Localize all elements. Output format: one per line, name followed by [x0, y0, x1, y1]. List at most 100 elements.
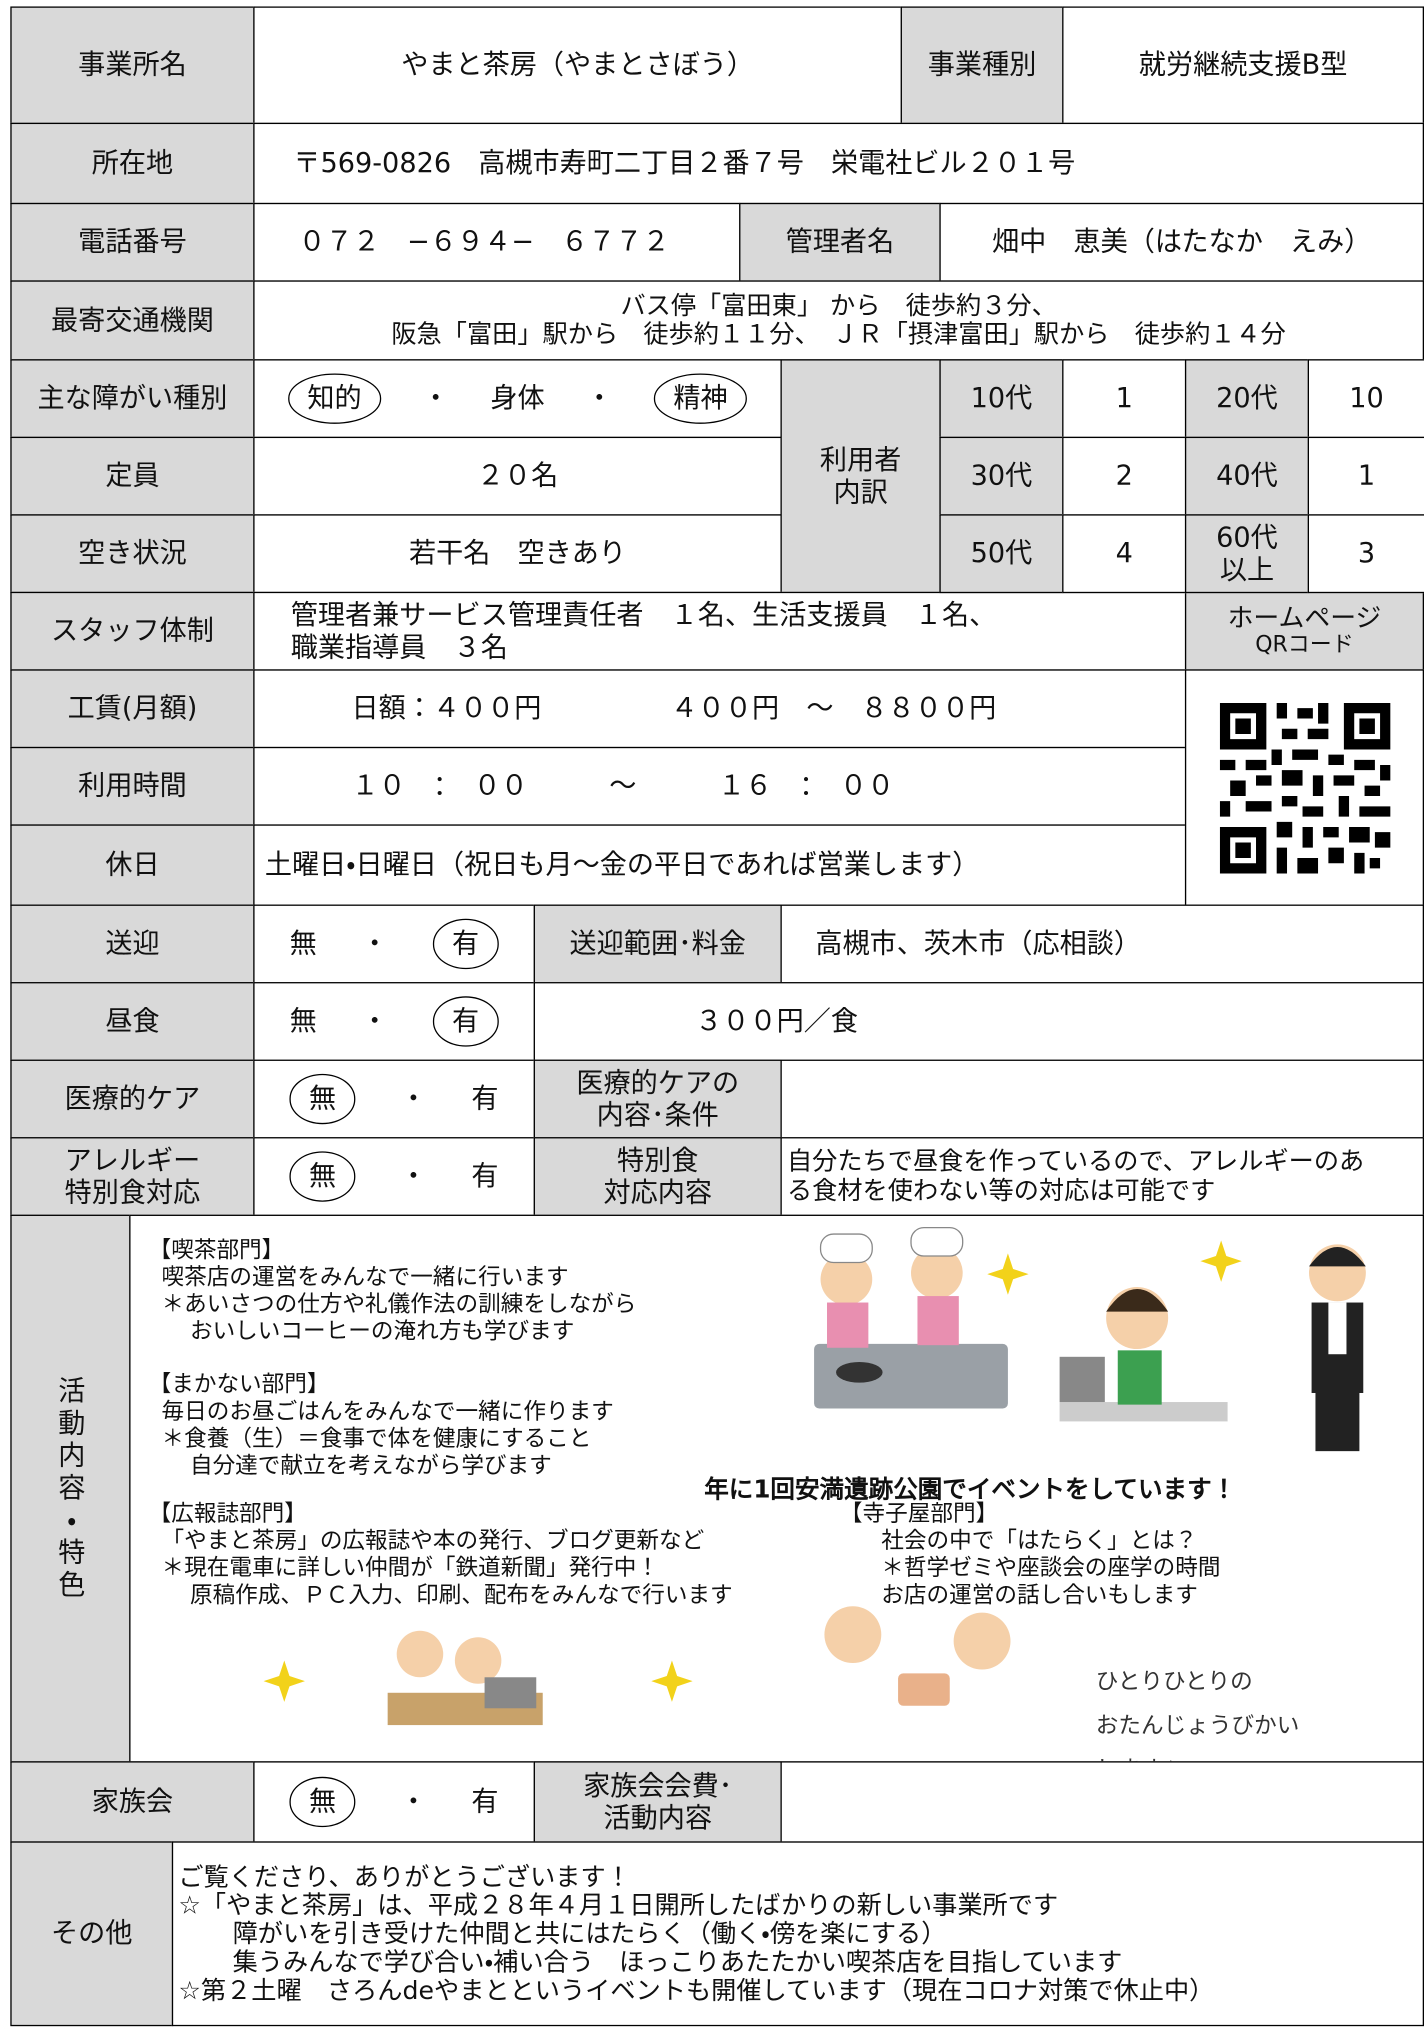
activity-section: 【まかない部門】 毎日のお昼ごはんをみんなで一緒に作ります ＊食養（生）＝食事で体を… — [149, 1372, 614, 1481]
separator: ・ — [361, 1005, 389, 1037]
value-cell: バス停「富田東」 から 徒歩約３分、 阪急「富田」駅から 徒歩約１１分、 ＪＲ「摂… — [253, 280, 1424, 361]
value-cell: 1 — [1062, 359, 1187, 439]
section-heading: 【喫茶部門】 — [148, 1237, 285, 1264]
address: 〒569-0826 高槻市寿町二丁目２番７号 栄電社ビル２０１号 — [293, 147, 1076, 179]
value-cell: ３００円／食 — [533, 982, 1424, 1061]
label-cell: 特別食 対応内容 — [533, 1137, 782, 1216]
cooking — [814, 1226, 1008, 1409]
label-cell: 30代 — [939, 436, 1064, 516]
label: 利用時間 — [78, 770, 187, 802]
value-cell: 10 — [1307, 359, 1424, 439]
option: 知的 — [288, 373, 382, 424]
label: 家族会 — [91, 1786, 174, 1818]
value-cell: 若干名 空きあり — [253, 514, 782, 594]
label: 送迎 — [105, 928, 160, 960]
age-count: 2 — [1115, 460, 1133, 492]
value-cell: 管理者兼サービス管理責任者 １名、生活支援員 １名、 職業指導員 ３名 — [253, 591, 1187, 671]
label-cell: 最寄交通機関 — [10, 280, 255, 361]
section-line: 「やまと茶房」の広報誌や本の発行、ブログ更新など — [161, 1528, 705, 1555]
value-cell: 〒569-0826 高槻市寿町二丁目２番７号 栄電社ビル２０１号 — [253, 122, 1424, 205]
allergy-detail: 自分たちで昼食を作っているので、アレルギーのあ — [786, 1146, 1365, 1177]
label: 事業所名 — [78, 49, 187, 81]
holiday: 土曜日・日曜日（祝日も月～金の平日であれば営業します） — [264, 849, 980, 881]
section-line: 原稿作成、ＰＣ入力、印刷、配布をみんなで行います — [189, 1582, 733, 1609]
value-cell: 1 — [1307, 436, 1424, 516]
label-cell: 10代 — [939, 359, 1064, 439]
value-cell: 土曜日・日曜日（祝日も月～金の平日であれば営業します） — [253, 824, 1187, 906]
value-cell: 無 ・ 有 — [253, 904, 535, 984]
separator: ・ — [399, 1786, 428, 1818]
value-cell: ２０名 — [253, 436, 782, 516]
value-cell: 高槻市、茨木市（応相談） — [780, 904, 1424, 984]
other-line: 障がいを引き受けた仲間と共にはたらく（働く・傍を楽にする） — [232, 1918, 947, 1948]
label: 休日 — [105, 849, 160, 881]
label-cell: 昼食 — [10, 982, 255, 1061]
option: 有 — [432, 996, 499, 1047]
option: 有 — [471, 1160, 499, 1192]
event-note: 年に1回安満遺跡公園でイベントをしています！ — [704, 1475, 1237, 1505]
label: ホームページ — [1227, 602, 1382, 634]
sparkles — [263, 1240, 1242, 1702]
section-line: ＊哲学ゼミや座談会の座学の時間 — [881, 1555, 1221, 1582]
label: その他 — [51, 1918, 133, 1950]
cashier — [1059, 1287, 1228, 1422]
other-line: ☆第２土曜 さろんdeやまとというイベントも開催しています（現在コロナ対策で休止… — [178, 1975, 1215, 2005]
option: 無 — [289, 1777, 356, 1827]
label-cell: 活動内容・特色 — [10, 1214, 131, 1763]
option: 身体 — [490, 383, 545, 415]
label: 電話番号 — [78, 226, 187, 258]
section-line: 毎日のお昼ごはんをみんなで一緒に作ります — [161, 1399, 614, 1426]
label: 内容･条件 — [596, 1099, 719, 1131]
section-heading: 【広報誌部門】 — [148, 1501, 307, 1528]
label: 医療的ケアの — [576, 1067, 740, 1099]
other-line: ☆「やまと茶房」は、平成２８年４月１日開所したばかりの新しい事業所です — [178, 1889, 1059, 1920]
age-label: 60代 — [1216, 522, 1278, 554]
vacancy: 若干名 空きあり — [408, 538, 627, 570]
value-cell: ０７２ −６９４− ６７７２ — [253, 202, 741, 282]
option: 無 — [289, 928, 317, 960]
value-cell: １０ ： ００ ～ １６ ： ００ — [253, 746, 1187, 826]
label-cell: 60代 以上 — [1184, 514, 1309, 594]
label: 事業種別 — [927, 49, 1037, 81]
value-cell — [780, 1761, 1424, 1843]
wage-range: ４００円 ～ ８８００円 — [670, 693, 997, 725]
qr-code — [1219, 702, 1390, 873]
section-line: 喫茶店の運営をみんなで一緒に行います — [161, 1265, 569, 1291]
label-cell: 休日 — [10, 824, 255, 906]
label: アレルギー — [64, 1145, 201, 1177]
activities-cell — [129, 1214, 1424, 1763]
label-cell: 工賃(月額) — [10, 669, 255, 749]
transit-line: 阪急「富田」駅から 徒歩約１１分、 ＪＲ「摂津富田」駅から 徒歩約１４分 — [391, 319, 1286, 349]
lunch-detail: ３００円／食 — [695, 1005, 859, 1037]
value-cell: 2 — [1062, 436, 1187, 516]
option: 無 — [289, 1005, 317, 1037]
birthday — [824, 1606, 1011, 1706]
transport-detail: 高槻市、茨木市（応相談） — [815, 928, 1142, 960]
option: 無 — [289, 1074, 356, 1124]
hours: １０ ： ００ ～ １６ ： ００ — [351, 770, 895, 802]
separator: ・ — [361, 928, 389, 960]
separator: ・ — [585, 383, 613, 415]
value-cell: 無 ・ 有 — [253, 1137, 535, 1216]
label-cell: アレルギー 特別食対応 — [10, 1137, 255, 1216]
age-count: 1 — [1357, 460, 1376, 492]
transit-line: バス停「富田東」 から 徒歩約３分、 — [620, 290, 1057, 320]
label: 医療的ケア — [64, 1083, 201, 1115]
label-cell: 定員 — [10, 436, 255, 516]
age-count: 10 — [1349, 383, 1384, 415]
value-cell: やまと茶房（やまとさぼう） — [253, 6, 902, 125]
office-name: やまと茶房（やまとさぼう） — [401, 49, 754, 81]
section-heading: 【まかない部門】 — [148, 1372, 330, 1399]
label: 家族会会費･ — [583, 1770, 733, 1802]
age-count: 1 — [1115, 383, 1133, 415]
option: 有 — [471, 1083, 499, 1115]
label: スタッフ体制 — [51, 615, 214, 647]
qr-cell — [1184, 669, 1424, 906]
section-line: お店の運営の話し合いもします — [881, 1582, 1198, 1609]
label: 管理者名 — [785, 226, 895, 258]
waiter — [1308, 1244, 1366, 1452]
section-line: 自分達で献立を考えながら学びます — [189, 1453, 552, 1480]
label-cell: ホームページ QRコード — [1184, 591, 1424, 671]
activity-section: 【寺子屋部門】 社会の中で「はたらく」とは？ ＊哲学ゼミや座談会の座学の時間 お店の運… — [840, 1502, 1221, 1611]
label: 特別食対応 — [64, 1176, 201, 1208]
